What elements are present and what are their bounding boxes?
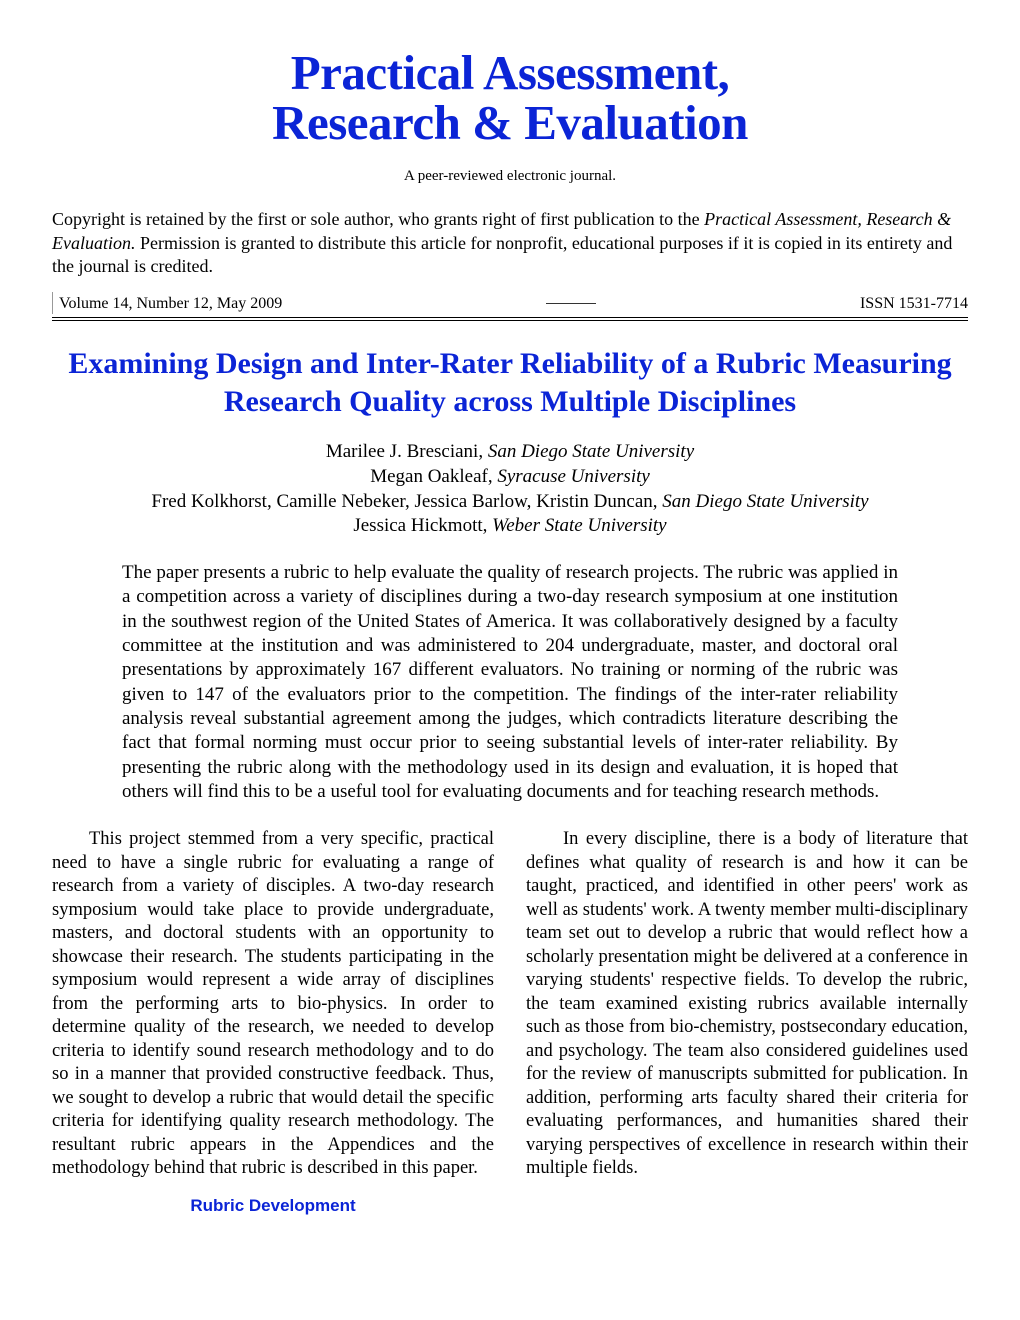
journal-title-line2: Research & Evaluation <box>272 95 748 150</box>
section-heading-rubric-development: Rubric Development <box>52 1195 494 1217</box>
author-affiliation: San Diego State University <box>662 491 868 512</box>
journal-title: Practical Assessment, Research & Evaluat… <box>52 48 968 148</box>
author-name: Jessica Hickmott <box>353 515 482 536</box>
issn: ISSN 1531-7714 <box>860 293 968 315</box>
copyright-prefix: Copyright is retained by the first or so… <box>52 209 704 229</box>
journal-title-line1: Practical Assessment, <box>291 45 730 100</box>
author-name: Megan Oakleaf <box>370 466 488 487</box>
author-line-3: Jessica Hickmott, Weber State University <box>52 514 968 539</box>
author-block: Marilee J. Bresciani, San Diego State Un… <box>52 440 968 539</box>
author-affiliation: Syracuse University <box>497 466 649 487</box>
article-title: Examining Design and Inter-Rater Reliabi… <box>52 345 968 420</box>
body-paragraph: This project stemmed from a very specifi… <box>52 828 494 1180</box>
column-left: This project stemmed from a very specifi… <box>52 828 494 1216</box>
author-line-2: Fred Kolkhorst, Camille Nebeker, Jessica… <box>52 490 968 515</box>
copyright-notice: Copyright is retained by the first or so… <box>52 208 968 278</box>
journal-subtitle: A peer-reviewed electronic journal. <box>52 166 968 186</box>
copyright-suffix: Permission is granted to distribute this… <box>52 233 952 276</box>
body-columns: This project stemmed from a very specifi… <box>52 828 968 1216</box>
author-line-0: Marilee J. Bresciani, San Diego State Un… <box>52 440 968 465</box>
body-paragraph: In every discipline, there is a body of … <box>526 828 968 1180</box>
issue-divider <box>546 303 596 304</box>
issue-bar: Volume 14, Number 12, May 2009 ISSN 1531… <box>52 292 968 314</box>
column-right: In every discipline, there is a body of … <box>526 828 968 1216</box>
author-name: Marilee J. Bresciani <box>326 441 478 462</box>
author-name: Fred Kolkhorst, Camille Nebeker, Jessica… <box>151 491 652 512</box>
header-rule <box>52 317 968 321</box>
volume-number-date: Volume 14, Number 12, May 2009 <box>59 293 282 315</box>
abstract: The paper presents a rubric to help eval… <box>122 561 898 804</box>
author-line-1: Megan Oakleaf, Syracuse University <box>52 465 968 490</box>
author-affiliation: San Diego State University <box>488 441 694 462</box>
author-affiliation: Weber State University <box>492 515 666 536</box>
